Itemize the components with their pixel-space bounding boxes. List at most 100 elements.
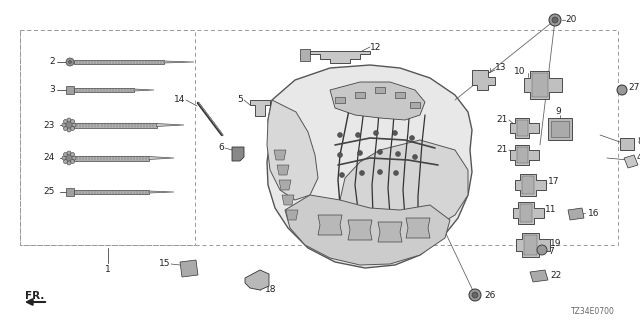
Polygon shape xyxy=(517,120,528,136)
Bar xyxy=(66,188,74,196)
Circle shape xyxy=(70,160,74,164)
Circle shape xyxy=(413,155,417,159)
Text: 17: 17 xyxy=(548,178,559,187)
Circle shape xyxy=(62,123,66,127)
Polygon shape xyxy=(410,102,420,108)
Circle shape xyxy=(72,156,76,160)
Circle shape xyxy=(410,135,415,140)
Polygon shape xyxy=(330,82,425,120)
Polygon shape xyxy=(310,51,370,63)
Polygon shape xyxy=(149,156,174,159)
Circle shape xyxy=(358,150,362,156)
Circle shape xyxy=(374,131,378,135)
Polygon shape xyxy=(348,220,372,240)
Polygon shape xyxy=(624,155,638,168)
Circle shape xyxy=(64,120,74,130)
Circle shape xyxy=(72,123,76,127)
Circle shape xyxy=(392,131,397,135)
Circle shape xyxy=(68,60,72,63)
Circle shape xyxy=(378,170,383,174)
Polygon shape xyxy=(620,138,634,150)
Polygon shape xyxy=(375,87,385,93)
Text: 8: 8 xyxy=(637,138,640,147)
Bar xyxy=(74,60,164,64)
Text: 11: 11 xyxy=(545,205,557,214)
Text: 15: 15 xyxy=(159,260,170,268)
Polygon shape xyxy=(149,191,174,193)
Polygon shape xyxy=(517,147,528,163)
Polygon shape xyxy=(340,140,468,238)
Text: 26: 26 xyxy=(484,292,495,300)
Bar xyxy=(66,86,74,94)
Polygon shape xyxy=(510,145,539,165)
Circle shape xyxy=(63,160,67,164)
Polygon shape xyxy=(472,70,495,90)
Circle shape xyxy=(66,58,74,66)
Polygon shape xyxy=(532,73,548,97)
Text: 6: 6 xyxy=(218,143,224,153)
Circle shape xyxy=(63,119,67,124)
Circle shape xyxy=(360,171,365,175)
Text: 18: 18 xyxy=(265,285,276,294)
Circle shape xyxy=(67,151,71,155)
Circle shape xyxy=(64,153,74,163)
Polygon shape xyxy=(513,202,544,224)
Polygon shape xyxy=(282,195,294,205)
Circle shape xyxy=(378,149,383,155)
Text: 5: 5 xyxy=(237,95,243,105)
Polygon shape xyxy=(274,150,286,160)
Polygon shape xyxy=(318,215,342,235)
Polygon shape xyxy=(267,100,318,200)
Text: 27: 27 xyxy=(628,84,639,92)
Text: 9: 9 xyxy=(555,108,561,116)
Polygon shape xyxy=(335,97,345,103)
Polygon shape xyxy=(395,92,405,98)
Polygon shape xyxy=(250,100,270,116)
Circle shape xyxy=(472,292,478,298)
Polygon shape xyxy=(164,61,194,63)
Polygon shape xyxy=(516,233,550,257)
Text: TZ34E0700: TZ34E0700 xyxy=(571,308,615,316)
Polygon shape xyxy=(551,121,569,137)
Circle shape xyxy=(67,118,71,122)
Polygon shape xyxy=(568,208,584,220)
Polygon shape xyxy=(277,165,289,175)
Text: 19: 19 xyxy=(550,238,561,247)
Polygon shape xyxy=(285,195,450,265)
Circle shape xyxy=(537,245,547,255)
Text: 24: 24 xyxy=(44,154,55,163)
Text: 23: 23 xyxy=(44,121,55,130)
Polygon shape xyxy=(279,180,291,190)
Polygon shape xyxy=(548,118,572,140)
Bar xyxy=(74,156,149,161)
Polygon shape xyxy=(524,71,562,99)
Circle shape xyxy=(394,171,399,175)
Polygon shape xyxy=(180,260,198,277)
Circle shape xyxy=(67,161,71,165)
Polygon shape xyxy=(515,174,546,196)
Text: 2: 2 xyxy=(49,58,55,67)
Polygon shape xyxy=(245,270,269,290)
Text: 22: 22 xyxy=(550,271,561,281)
Polygon shape xyxy=(286,210,298,220)
Circle shape xyxy=(63,152,67,156)
Circle shape xyxy=(63,126,67,131)
Circle shape xyxy=(70,119,74,124)
Bar xyxy=(74,88,134,92)
Text: 10: 10 xyxy=(515,68,525,76)
Text: 13: 13 xyxy=(495,63,506,73)
Circle shape xyxy=(355,132,360,138)
Circle shape xyxy=(70,152,74,156)
Polygon shape xyxy=(524,235,538,255)
Circle shape xyxy=(549,14,561,26)
Text: 12: 12 xyxy=(370,43,381,52)
Circle shape xyxy=(67,128,71,132)
Polygon shape xyxy=(267,65,472,268)
Text: 4: 4 xyxy=(637,154,640,163)
Polygon shape xyxy=(134,89,154,91)
Text: 14: 14 xyxy=(173,95,185,105)
Polygon shape xyxy=(520,204,532,222)
Circle shape xyxy=(396,151,401,156)
Polygon shape xyxy=(232,147,244,161)
Polygon shape xyxy=(406,218,430,238)
